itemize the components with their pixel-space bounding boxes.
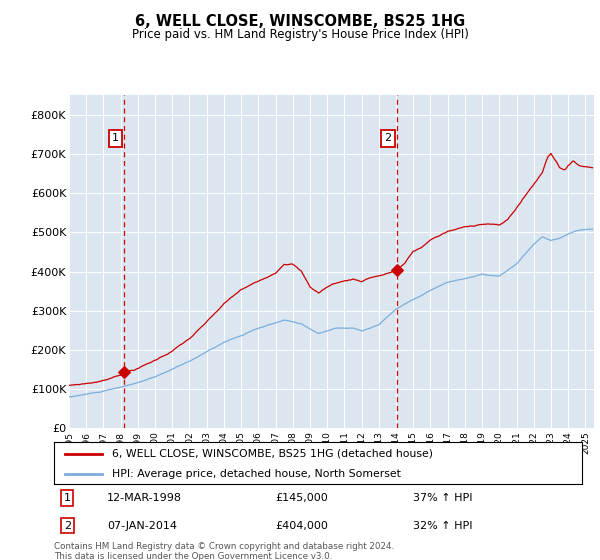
Text: 37% ↑ HPI: 37% ↑ HPI [413, 493, 473, 503]
Point [392, 265, 401, 274]
Point [119, 367, 129, 376]
Text: Contains HM Land Registry data © Crown copyright and database right 2024.
This d: Contains HM Land Registry data © Crown c… [54, 542, 394, 560]
Text: £145,000: £145,000 [276, 493, 329, 503]
Text: 6, WELL CLOSE, WINSCOMBE, BS25 1HG (detached house): 6, WELL CLOSE, WINSCOMBE, BS25 1HG (deta… [112, 449, 433, 459]
Text: 32% ↑ HPI: 32% ↑ HPI [413, 521, 473, 531]
Text: 12-MAR-1998: 12-MAR-1998 [107, 493, 182, 503]
Text: 2: 2 [64, 521, 71, 531]
Text: 2: 2 [385, 133, 392, 143]
Text: 07-JAN-2014: 07-JAN-2014 [107, 521, 177, 531]
Text: 1: 1 [112, 133, 119, 143]
Text: £404,000: £404,000 [276, 521, 329, 531]
Text: Price paid vs. HM Land Registry's House Price Index (HPI): Price paid vs. HM Land Registry's House … [131, 28, 469, 41]
Text: 1: 1 [64, 493, 71, 503]
Text: HPI: Average price, detached house, North Somerset: HPI: Average price, detached house, Nort… [112, 469, 401, 479]
Text: 6, WELL CLOSE, WINSCOMBE, BS25 1HG: 6, WELL CLOSE, WINSCOMBE, BS25 1HG [135, 14, 465, 29]
